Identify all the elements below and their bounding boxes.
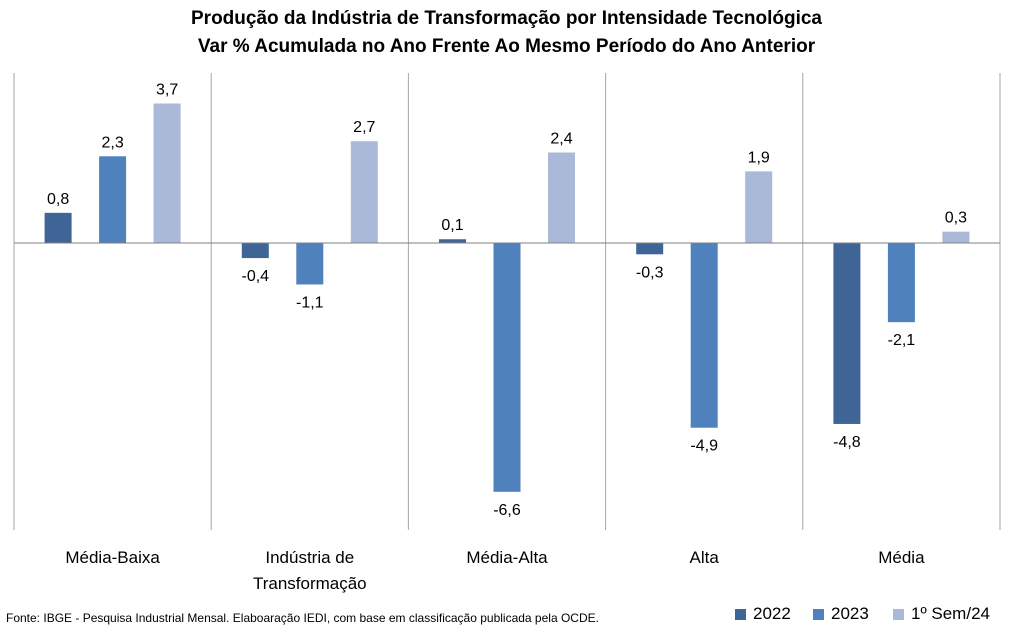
data-label: 2,7 <box>353 119 375 136</box>
data-label: 2,3 <box>101 134 123 151</box>
data-label: 0,8 <box>47 191 69 208</box>
category-label: Indústria de <box>265 548 354 567</box>
bar <box>44 212 72 243</box>
data-label: -0,3 <box>636 264 664 281</box>
legend-item-1sem24: 1º Sem/24 <box>893 604 990 624</box>
data-label: -6,6 <box>493 502 521 519</box>
bar <box>350 141 378 243</box>
bar <box>548 152 575 243</box>
legend-swatch-2023 <box>813 608 824 620</box>
data-label: -1,1 <box>296 294 324 311</box>
data-label: 2,4 <box>550 131 572 148</box>
bar <box>833 243 861 424</box>
data-label: 0,1 <box>441 217 463 234</box>
category-label: Média-Baixa <box>65 548 160 567</box>
legend-label-2023: 2023 <box>831 604 869 623</box>
data-label: 1,9 <box>748 149 770 166</box>
category-label: Alta <box>690 548 720 567</box>
chart-title: Produção da Indústria de Transformação p… <box>191 8 822 29</box>
source-note: Fonte: IBGE - Pesquisa Industrial Mensal… <box>6 611 599 625</box>
legend-item-2023: 2023 <box>813 604 869 624</box>
chart-subtitle: Var % Acumulada no Ano Frente Ao Mesmo P… <box>197 36 816 57</box>
data-label: -2,1 <box>888 332 916 349</box>
bar <box>241 243 269 259</box>
legend-swatch-2022 <box>735 608 746 620</box>
bar <box>887 243 915 323</box>
bar <box>439 239 466 243</box>
legend-label-1sem24: 1º Sem/24 <box>911 604 990 623</box>
category-label: Média-Alta <box>466 548 548 567</box>
bar <box>942 231 970 243</box>
data-label: 3,7 <box>156 82 178 99</box>
bar <box>99 156 127 243</box>
category-label: Transformação <box>253 574 367 593</box>
bar <box>636 243 664 255</box>
data-label: -4,9 <box>690 438 718 455</box>
bar-chart: 0,8 -0,4 0,1 -0,3 -4,8 2,3 -1,1 -6,6 -4,9 -2,1 3,7… <box>13 73 1001 593</box>
bar <box>745 171 773 243</box>
legend-label-2022: 2022 <box>753 604 791 623</box>
bar <box>296 243 324 285</box>
legend-item-2022: 2022 <box>735 604 791 624</box>
bar <box>493 243 521 492</box>
category-label: Média <box>878 548 925 567</box>
bar <box>153 103 181 243</box>
data-label: -0,4 <box>242 268 270 285</box>
bar <box>690 243 718 428</box>
legend-swatch-1sem24 <box>893 608 904 620</box>
data-label: 0,3 <box>945 210 967 227</box>
data-label: -4,8 <box>833 434 861 451</box>
